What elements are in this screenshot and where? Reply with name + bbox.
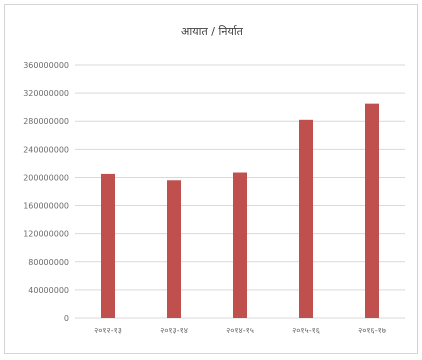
bar xyxy=(299,119,313,318)
bar xyxy=(233,172,247,318)
y-tick-label: 160000000 xyxy=(23,202,69,211)
x-tick-label: २०१४-१५ xyxy=(226,326,254,335)
bar xyxy=(167,180,181,318)
bar-chart: आयात / निर्यात 0 40000000 80000000 12000000… xyxy=(23,25,405,335)
y-tick-label: 120000000 xyxy=(23,230,69,239)
y-tick-label: 200000000 xyxy=(23,173,69,182)
bar xyxy=(101,173,115,318)
x-tick-label: २०१२-१३ xyxy=(94,326,122,335)
y-tick-label: 360000000 xyxy=(23,61,69,70)
x-tick-label: २०१५-१६ xyxy=(292,326,320,335)
chart-title: आयात / निर्यात xyxy=(181,25,244,38)
y-tick-label: 280000000 xyxy=(23,117,69,126)
chart-frame: आयात / निर्यात 0 40000000 80000000 12000000… xyxy=(4,4,418,354)
y-tick-label: 0 xyxy=(64,314,69,323)
y-tick-label: 320000000 xyxy=(23,89,69,98)
x-tick-label: २०१३-१४ xyxy=(160,326,188,335)
bar xyxy=(365,103,379,319)
y-tick-label: 40000000 xyxy=(28,286,69,295)
x-tick-label: २०१६-१७ xyxy=(358,326,386,335)
y-tick-label: 80000000 xyxy=(28,258,69,267)
y-tick-label: 240000000 xyxy=(23,145,69,154)
